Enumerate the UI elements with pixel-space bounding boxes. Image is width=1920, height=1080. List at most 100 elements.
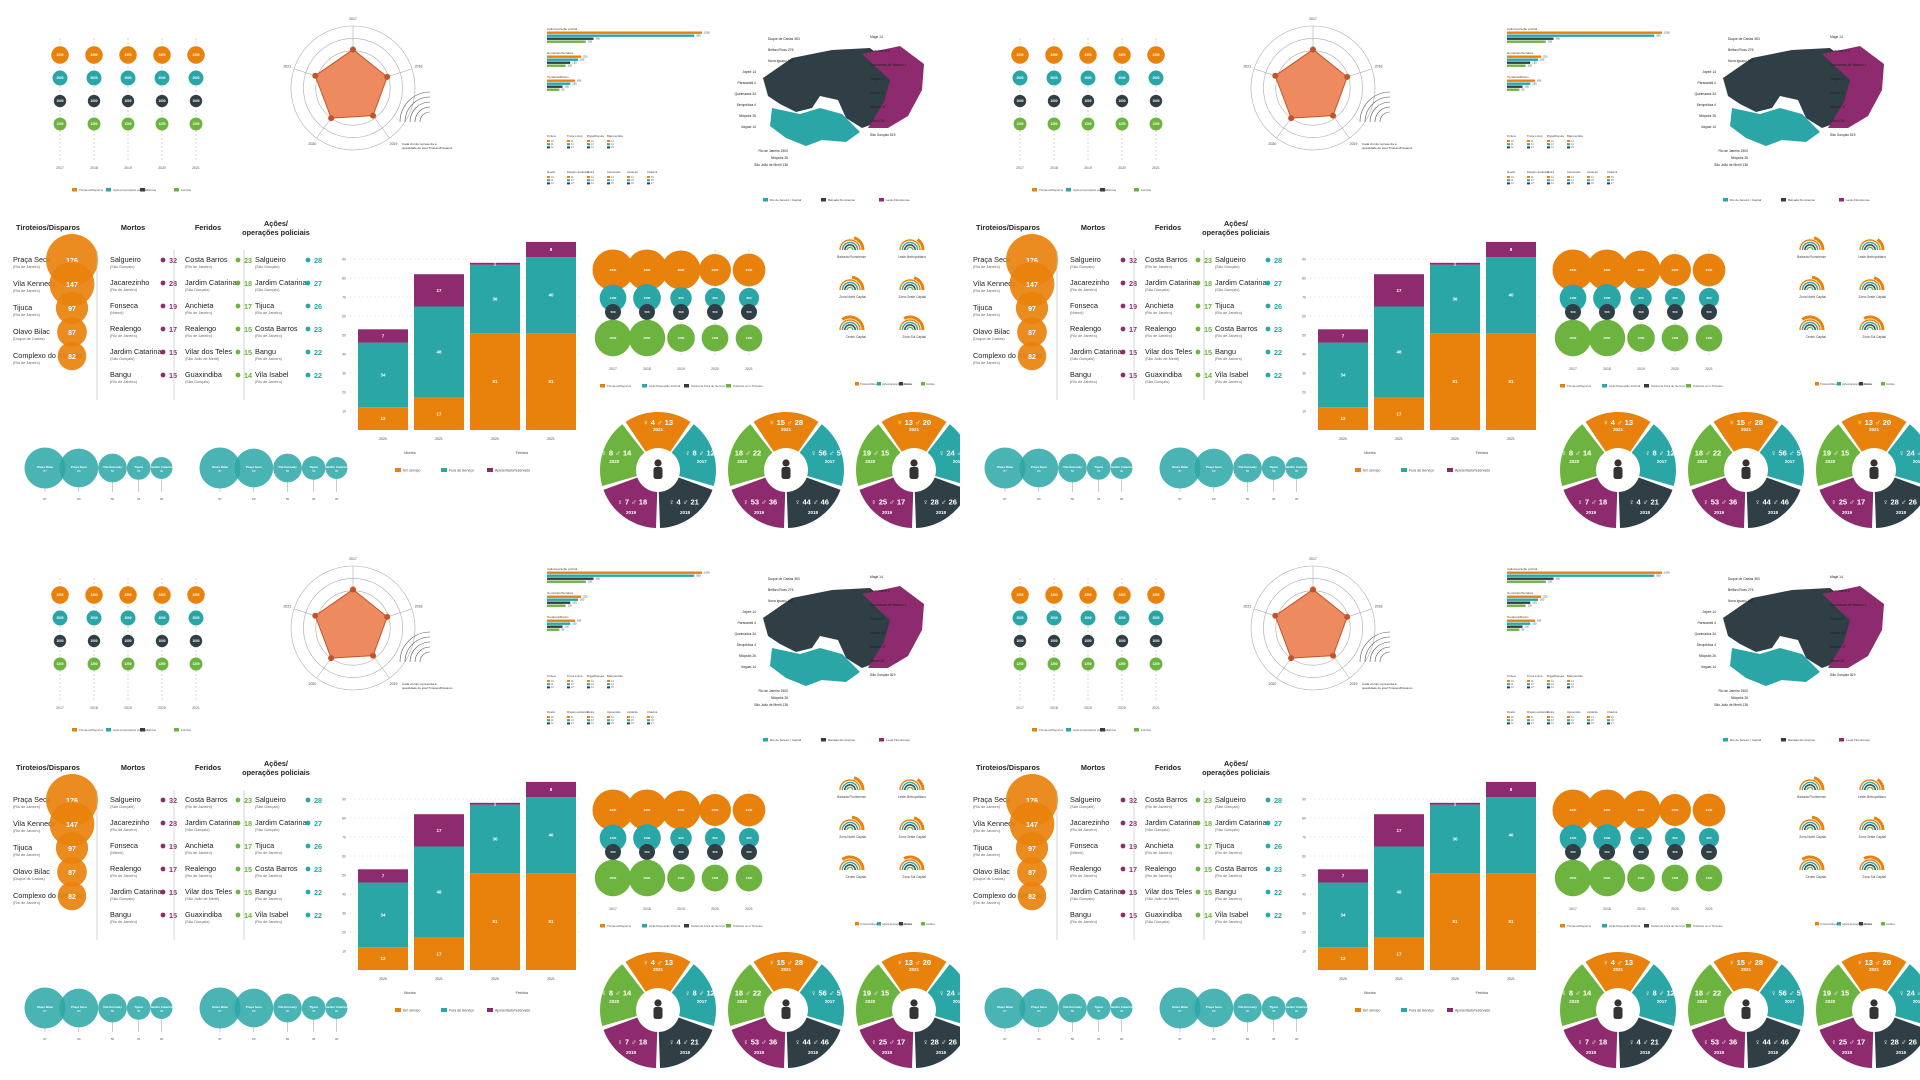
gauge-arc xyxy=(901,241,919,251)
ranking-value: 147 xyxy=(66,822,78,829)
stack-group-label: Mortos xyxy=(404,991,416,995)
map-legend-label: Leste Fluminense xyxy=(886,198,910,202)
stack-segment xyxy=(526,333,576,430)
bubble-mark xyxy=(87,657,101,671)
radar-point xyxy=(1310,46,1316,53)
bubble2-mark xyxy=(738,287,760,309)
category-swatch xyxy=(587,182,590,185)
stack-value: 40 xyxy=(548,293,554,298)
ranking-dot xyxy=(305,820,311,826)
ranking-bubble xyxy=(57,341,87,371)
ranking-name: Tijuca xyxy=(13,303,33,312)
category-swatch xyxy=(607,683,610,686)
horizontal-bar xyxy=(1507,604,1526,607)
stack-segment xyxy=(470,333,520,430)
radar-legend-arc xyxy=(1374,106,1391,123)
bubble2-value: 500 xyxy=(678,310,683,314)
category-swatch xyxy=(1527,719,1530,722)
municipality-label: Tanguá 8 xyxy=(1830,77,1844,81)
radar-legend-arc xyxy=(1364,96,1391,123)
bubble-mark xyxy=(120,610,136,626)
legend-label: Mortos xyxy=(147,188,157,192)
overlap-circle xyxy=(199,987,241,1029)
bar-value-label: 100 xyxy=(565,85,570,89)
bubble2-mark xyxy=(599,824,627,852)
radar-axis-label: 2021 xyxy=(1243,65,1251,69)
gauge-arc xyxy=(901,781,919,791)
bubble-value: 1200 xyxy=(1152,662,1159,666)
ranking-dot xyxy=(305,843,311,849)
bubble2-mark xyxy=(1559,284,1587,312)
ranking-value: 15 xyxy=(1204,325,1212,334)
category-value: 15 xyxy=(1571,146,1574,149)
category-swatch xyxy=(1587,722,1590,725)
category-value: 12 xyxy=(1511,182,1514,185)
bubble2-mark xyxy=(1554,319,1592,357)
category-value: 15 xyxy=(1571,686,1574,689)
bar-value-label: 200 xyxy=(580,58,585,62)
category-value: 12 xyxy=(591,176,594,179)
category-swatch xyxy=(1567,179,1570,182)
donut-year-label: 2017 xyxy=(825,999,836,1004)
bubble-value: 1000 xyxy=(1118,99,1125,103)
category-swatch xyxy=(1507,680,1510,682)
category-swatch xyxy=(567,140,570,142)
municipality-label: Duque de Caxias 353 xyxy=(768,577,800,581)
donut-slice xyxy=(1688,424,1733,486)
bubble2-mark xyxy=(1661,864,1689,892)
category-name: Disparo acidental xyxy=(1527,170,1549,174)
ranking-dot xyxy=(305,912,311,918)
ranking-name: Complexo do Alemão xyxy=(973,891,1042,900)
bubble2-value: 1500 xyxy=(1604,296,1611,300)
gauge-arc xyxy=(839,779,861,791)
municipality-label: São Gonçalo 819 xyxy=(870,133,896,137)
donut-slice-label: ♀ 44 ♂ 46 xyxy=(1755,498,1789,507)
category-value: 12 xyxy=(571,179,574,182)
category-name: Troca a tiros xyxy=(1527,674,1543,678)
stack-ytick: 10 xyxy=(342,410,346,414)
bubble-value: 1200 xyxy=(124,662,131,666)
category-swatch xyxy=(1547,719,1550,722)
donut-slice xyxy=(1563,477,1618,528)
stack-value: 1 xyxy=(494,801,497,806)
baby-icon xyxy=(1614,999,1622,1007)
donut-year-label: 2019 xyxy=(754,510,765,515)
gauge-arc xyxy=(1804,824,1816,831)
ranking-header: Tiroteios/Disparos xyxy=(16,763,80,772)
gauge-arc xyxy=(841,821,859,831)
bubble2-value: 900 xyxy=(1638,296,1643,300)
ranking-sub: (São João de Meriti) xyxy=(185,357,220,361)
ranking-dot xyxy=(1120,797,1126,803)
ranking-header: operações policiais xyxy=(242,228,310,237)
municipality-label: Paracambi 4 xyxy=(737,621,756,625)
donut-slice-label: ♀ 53 ♂ 36 xyxy=(743,1038,777,1047)
radar-point xyxy=(350,46,356,53)
gauge-arc xyxy=(906,866,914,871)
gauge-arc xyxy=(841,781,859,791)
ranking-value: 28 xyxy=(314,796,322,805)
category-value: 14 xyxy=(1551,686,1554,689)
bubble2-value: 500 xyxy=(1604,310,1609,314)
horizontal-bar xyxy=(547,82,571,85)
donut-slice-label: ♀ 8 ♂ 14 xyxy=(1561,988,1592,997)
gauge-legend-label: Ações/operações policiais xyxy=(882,382,913,386)
stack-legend-label: Em serviço xyxy=(1363,469,1380,473)
category-swatch xyxy=(1507,683,1510,686)
donut-slice xyxy=(786,1017,841,1068)
ranking-dot xyxy=(1120,820,1126,826)
capital-region xyxy=(1730,108,1820,146)
category-value: 10 xyxy=(1511,716,1514,719)
municipality-label: Itaguaí 14 xyxy=(1701,125,1716,129)
category-swatch xyxy=(587,716,590,718)
donut-slice xyxy=(1585,952,1651,992)
bubble-mark xyxy=(1147,46,1165,64)
stack-value: 8 xyxy=(1510,247,1513,252)
ranking-bubble xyxy=(1017,317,1047,347)
donut-year-label: 2019 xyxy=(1714,1050,1725,1055)
gauge-label: Centro Capital xyxy=(1806,335,1827,339)
donut-slice-label: ♀ 53 ♂ 36 xyxy=(743,498,777,507)
ranking-value: 32 xyxy=(169,256,177,265)
ranking-dot xyxy=(1265,889,1271,895)
gauge-arc xyxy=(1861,321,1879,331)
bubble-value: 2000 xyxy=(1152,76,1159,80)
